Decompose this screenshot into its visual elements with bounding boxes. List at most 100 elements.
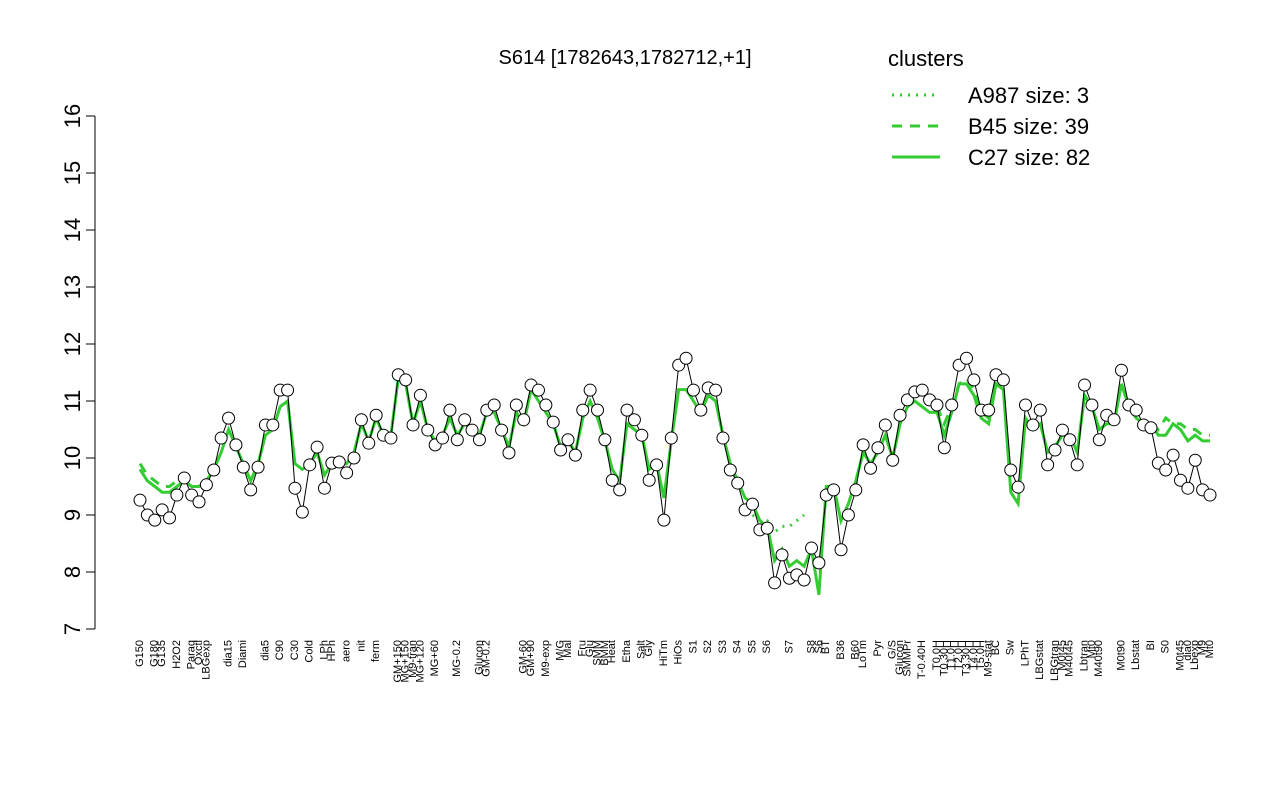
data-point bbox=[266, 418, 280, 432]
data-point bbox=[613, 483, 627, 497]
data-point bbox=[546, 415, 560, 429]
x-tick-label: S4 bbox=[732, 640, 744, 653]
data-point bbox=[354, 413, 368, 427]
data-point bbox=[591, 403, 605, 417]
data-point bbox=[1011, 480, 1025, 494]
data-point bbox=[1129, 403, 1143, 417]
data-point bbox=[805, 541, 819, 555]
data-point bbox=[554, 443, 568, 457]
x-tick-label: M9 bbox=[1197, 640, 1209, 655]
data-point bbox=[1114, 363, 1128, 377]
x-tick-label: MG+120 bbox=[414, 640, 426, 683]
x-tick-label: Mt0 bbox=[1204, 640, 1216, 658]
data-point bbox=[214, 431, 228, 445]
y-tick-label: 10 bbox=[60, 446, 85, 470]
x-tick-label: S6 bbox=[813, 640, 825, 653]
data-point bbox=[281, 383, 295, 397]
data-point bbox=[945, 398, 959, 412]
x-tick-label: nit bbox=[355, 640, 367, 652]
data-point bbox=[177, 471, 191, 485]
x-tick-label: C90 bbox=[274, 640, 286, 660]
data-point bbox=[650, 458, 664, 472]
x-tick-label: Sw bbox=[1005, 640, 1017, 655]
x-tick-label: LoTm bbox=[857, 640, 869, 668]
x-tick-label: HiTm bbox=[658, 640, 670, 666]
data-point bbox=[841, 508, 855, 522]
data-point bbox=[886, 453, 900, 467]
data-point bbox=[303, 458, 317, 472]
x-tick-label: Lbexp bbox=[1189, 640, 1201, 670]
data-point bbox=[465, 423, 479, 437]
x-tick-label: Glucon bbox=[894, 640, 906, 675]
x-tick-label: MG-0.2 bbox=[451, 640, 463, 677]
data-point bbox=[236, 460, 250, 474]
data-point bbox=[399, 373, 413, 387]
x-tick-label: Glu bbox=[584, 640, 596, 657]
data-point bbox=[509, 398, 523, 412]
x-tick-label: H2O2 bbox=[171, 640, 183, 669]
data-point bbox=[539, 398, 553, 412]
data-point bbox=[1181, 481, 1195, 495]
data-point bbox=[192, 495, 206, 509]
data-point bbox=[878, 418, 892, 432]
data-point bbox=[864, 461, 878, 475]
data-point bbox=[982, 403, 996, 417]
x-tick-label: Salt bbox=[636, 640, 648, 659]
x-tick-label: M0t45 bbox=[1056, 640, 1068, 671]
x-tick-label: G150 bbox=[134, 640, 146, 667]
x-tick-label: Mt0 bbox=[1086, 640, 1098, 658]
data-point bbox=[295, 505, 309, 519]
x-tick-label: T2.0H bbox=[953, 640, 965, 670]
data-point bbox=[871, 441, 885, 455]
y-tick-label: 15 bbox=[60, 161, 85, 185]
x-tick-label: dia0 bbox=[1182, 640, 1194, 661]
y-tick-label: 13 bbox=[60, 275, 85, 299]
data-point bbox=[775, 548, 789, 562]
data-point bbox=[1070, 458, 1084, 472]
x-tick-label: G/S bbox=[887, 640, 899, 659]
data-point bbox=[251, 460, 265, 474]
x-tick-label: SMM bbox=[591, 640, 603, 666]
x-tick-label: Paraq bbox=[186, 640, 198, 669]
data-point bbox=[731, 476, 745, 490]
data-point bbox=[834, 543, 848, 557]
data-point bbox=[207, 463, 221, 477]
x-tick-label: S1 bbox=[687, 640, 699, 653]
x-tick-label: T0.30H bbox=[938, 640, 950, 676]
x-tick-label: S2 bbox=[702, 640, 714, 653]
x-tick-label: S5 bbox=[746, 640, 758, 653]
data-point bbox=[576, 403, 590, 417]
data-point bbox=[768, 576, 782, 590]
x-tick-label: M40t90 bbox=[1093, 640, 1105, 677]
data-point bbox=[620, 403, 634, 417]
y-tick-label: 16 bbox=[60, 104, 85, 128]
data-point bbox=[347, 451, 361, 465]
data-point bbox=[1055, 423, 1069, 437]
data-point bbox=[709, 383, 723, 397]
x-tick-label: M9-exp bbox=[540, 640, 552, 677]
data-point bbox=[605, 473, 619, 487]
data-point bbox=[1166, 448, 1180, 462]
x-tick-label: aero bbox=[341, 640, 353, 662]
x-tick-label: MG+150 bbox=[400, 640, 412, 683]
legend-label: B45 size: 39 bbox=[968, 114, 1089, 139]
data-point bbox=[679, 351, 693, 365]
x-tick-label: Glucon bbox=[473, 640, 485, 675]
data-point bbox=[1041, 458, 1055, 472]
data-point bbox=[148, 513, 162, 527]
x-tick-label: SMMPr bbox=[901, 640, 913, 677]
x-tick-label: dia15 bbox=[222, 640, 234, 667]
x-tick-label: T5.0H bbox=[975, 640, 987, 670]
data-point bbox=[627, 413, 641, 427]
data-point bbox=[598, 433, 612, 447]
data-point bbox=[413, 388, 427, 402]
data-point bbox=[443, 403, 457, 417]
data-point bbox=[495, 423, 509, 437]
data-point bbox=[1188, 453, 1202, 467]
data-point bbox=[421, 423, 435, 437]
legend-label: C27 size: 82 bbox=[968, 145, 1090, 170]
data-point bbox=[244, 483, 258, 497]
data-point bbox=[694, 403, 708, 417]
data-point bbox=[487, 398, 501, 412]
x-tick-label: LBGexp bbox=[200, 640, 212, 680]
